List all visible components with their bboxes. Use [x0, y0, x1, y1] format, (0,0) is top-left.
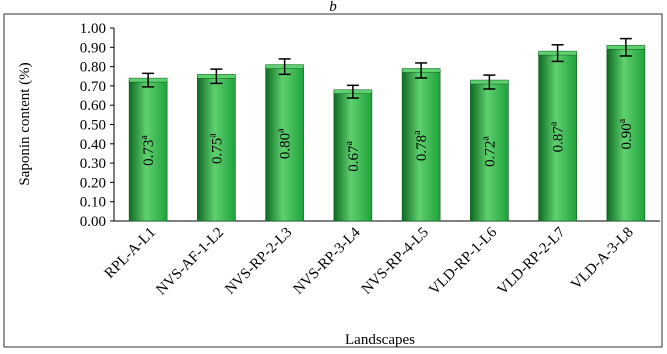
bar-VLD-RP-2-L7	[538, 52, 577, 222]
y-axis-title: Saponin content (%)	[17, 62, 33, 185]
x-tick-label: VLD-RP-1-L6	[426, 224, 500, 298]
data-label-value: 0.73	[141, 140, 157, 166]
data-label-value: 0.80	[278, 133, 294, 159]
bar-NVS-RP-3-L4	[333, 91, 373, 222]
y-tick-label: 0.60	[80, 98, 106, 114]
data-label: 0.78a	[412, 130, 430, 161]
x-tick-label: VLD-RP-2-L7	[495, 224, 569, 298]
bar-NVS-RP-4-L5	[401, 70, 441, 222]
y-tick-label: 0.00	[80, 214, 106, 230]
x-tick-label: NVS-RP-4-L5	[359, 225, 432, 298]
significance-letter: a	[412, 130, 423, 135]
x-axis-title: Landscapes	[345, 332, 415, 348]
data-label: 0.87a	[549, 121, 567, 152]
data-label: 0.73a	[139, 135, 157, 166]
x-tick-label: NVS-AF-1-L2	[153, 225, 227, 299]
y-tick-label: 0.10	[80, 195, 106, 211]
y-tick-label: 0.40	[80, 137, 106, 153]
significance-letter: a	[139, 135, 150, 140]
y-tick-label: 1.00	[80, 21, 106, 37]
bar-VLD-RP-1-L6	[470, 81, 509, 222]
significance-letter: a	[207, 133, 218, 138]
data-label-value: 0.78	[414, 135, 430, 161]
data-label-value: 0.87	[551, 126, 567, 153]
y-tick-label: 0.50	[80, 118, 106, 134]
y-tick-label: 0.90	[80, 40, 106, 56]
y-tick-label: 0.30	[80, 156, 106, 172]
x-tick-label: RPL-A-L1	[102, 225, 159, 282]
data-label-value: 0.72	[482, 141, 498, 167]
y-tick-label: 0.70	[80, 79, 106, 95]
bar-NVS-AF-1-L2	[197, 75, 236, 222]
significance-letter: a	[549, 121, 560, 126]
bar-NVS-RP-2-L3	[265, 66, 304, 222]
bar-VLD-A-3-L8	[606, 46, 646, 222]
significance-letter: a	[480, 136, 491, 141]
significance-letter: a	[276, 128, 287, 133]
data-label-value: 0.75	[209, 138, 225, 164]
bar-RPL-A-L1	[128, 79, 168, 222]
data-label: 0.75a	[207, 133, 225, 164]
data-label-value: 0.90	[619, 123, 635, 149]
data-label: 0.72a	[480, 136, 498, 167]
y-tick-label: 0.80	[80, 60, 106, 76]
data-label: 0.90a	[617, 118, 635, 149]
x-tick-label: NVS-RP-2-L3	[222, 225, 295, 298]
chart-frame	[3, 13, 663, 348]
data-label-value: 0.67	[346, 145, 362, 172]
data-label: 0.80a	[276, 128, 294, 159]
panel-label: b	[329, 0, 337, 15]
x-tick-label: VLD-A-3-L8	[568, 225, 636, 293]
significance-letter: a	[344, 140, 355, 145]
x-tick-label: NVS-RP-3-L4	[291, 224, 365, 298]
y-tick-label: 0.20	[80, 175, 106, 191]
significance-letter: a	[617, 118, 628, 123]
data-label: 0.67a	[344, 140, 362, 171]
